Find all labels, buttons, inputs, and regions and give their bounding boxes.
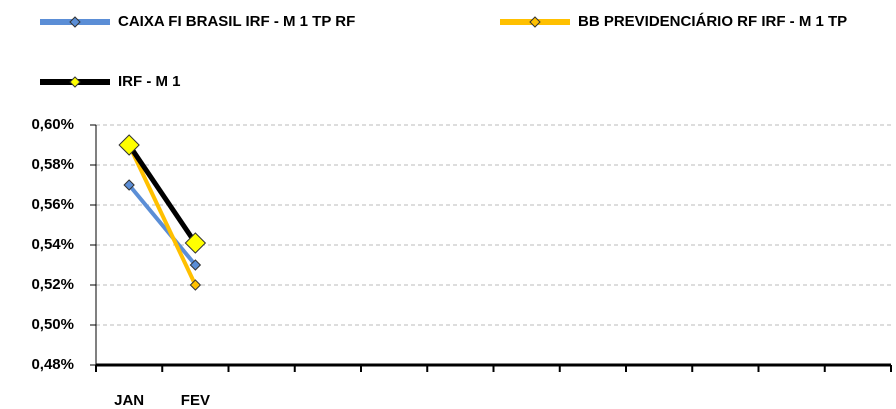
data-point (184, 232, 207, 254)
legend-marker (69, 76, 81, 88)
legend-label: BB PREVIDENCIÁRIO RF IRF - M 1 TP (578, 13, 847, 30)
legend-marker (529, 16, 541, 28)
y-tick-label: 0,52% (31, 276, 74, 293)
series-line (127, 183, 197, 267)
series-line (127, 144, 198, 286)
data-point (189, 259, 202, 271)
x-tick-label: FEV (181, 392, 210, 409)
data-point (123, 179, 135, 191)
legend-label: CAIXA FI BRASIL IRF - M 1 TP RF (118, 13, 355, 30)
data-point (189, 279, 202, 291)
y-tick-label: 0,50% (31, 316, 74, 333)
y-tick-label: 0,48% (31, 356, 74, 373)
y-tick-label: 0,58% (31, 156, 74, 173)
y-tick-label: 0,54% (31, 236, 74, 253)
legend-marker (69, 16, 81, 28)
data-point (118, 134, 140, 156)
legend-label: IRF - M 1 (118, 73, 181, 90)
x-tick-label: JAN (114, 392, 144, 409)
series-line (127, 143, 198, 245)
y-tick-label: 0,60% (31, 116, 74, 133)
y-tick-label: 0,56% (31, 196, 74, 213)
